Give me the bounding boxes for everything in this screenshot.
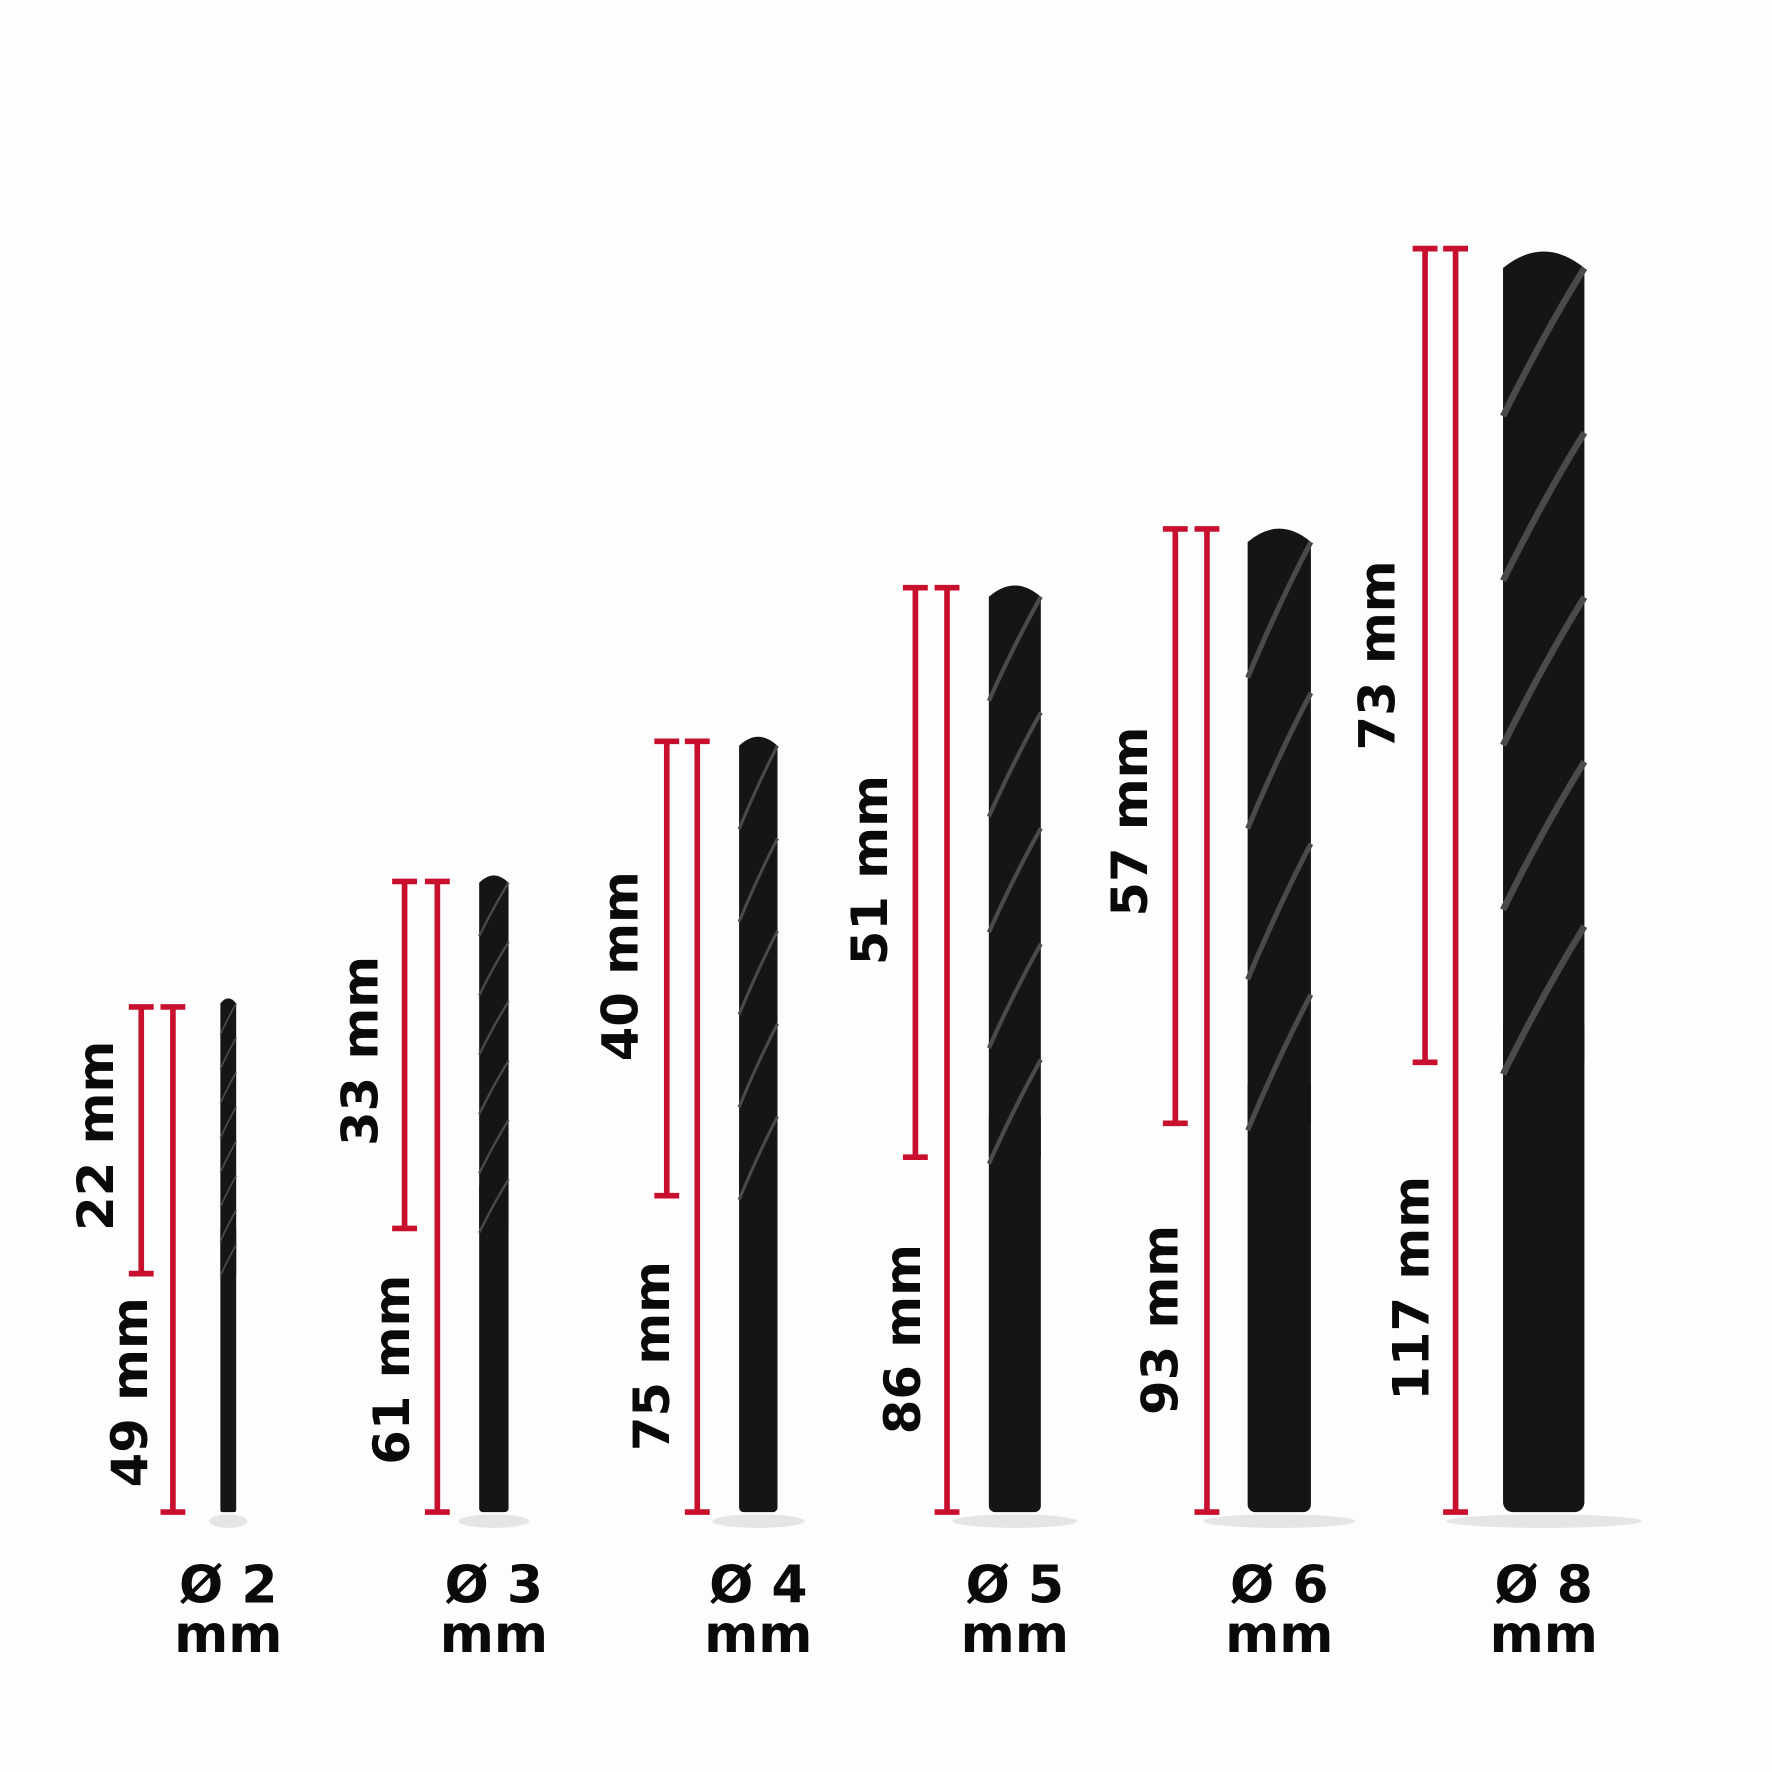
drill-flute-spiral (1245, 993, 1314, 1132)
drill-flute-body (1247, 528, 1311, 1124)
drill-flute-spiral (219, 1071, 237, 1104)
flute-length-label: 51 mm (841, 775, 899, 965)
diameter-label: Ø 4 (709, 1555, 807, 1615)
drill-flute-spiral (478, 1178, 510, 1234)
diameter-label: Ø 5 (966, 1555, 1064, 1615)
drill-flute-spiral (478, 882, 510, 937)
total-length-label: 61 mm (363, 1275, 421, 1465)
flute-length-label: 33 mm (331, 956, 389, 1146)
drill-flute-spiral (478, 1000, 510, 1056)
drill-flute-spiral (986, 942, 1043, 1049)
drill-flute-spiral (219, 1106, 237, 1139)
total-length-dimension (160, 1004, 186, 1515)
flute-length-dimension (654, 738, 680, 1199)
drill-flute-spiral (219, 1244, 237, 1277)
drill-flute-spiral (219, 1209, 237, 1242)
drill-flute-spiral (219, 1175, 237, 1208)
drill-bit-group-0: 22 mm 49 mm Ø 2mm (67, 998, 282, 1665)
drill-bit-group-3: 51 mm 86 mm Ø 5mm (841, 584, 1078, 1665)
drill-flute-spiral (1500, 595, 1588, 747)
drill-flute-body (479, 875, 509, 1229)
diameter-unit-label: mm (961, 1605, 1069, 1665)
drill-flute-spiral (1245, 842, 1314, 981)
flute-length-dimension (1162, 526, 1188, 1127)
total-length-label: 75 mm (623, 1261, 681, 1451)
drill-flute-spiral (1500, 266, 1588, 418)
drill-shank (739, 1150, 778, 1513)
total-length-dimension (424, 878, 450, 1515)
drill-shadow (458, 1514, 530, 1528)
diameter-label: Ø 2 (179, 1555, 277, 1615)
total-length-label: 93 mm (1132, 1225, 1190, 1415)
drill-flute-spiral (1500, 759, 1588, 912)
diameter-label: Ø 6 (1230, 1555, 1328, 1615)
diameter-unit-label: mm (704, 1605, 812, 1665)
total-length-label: 49 mm (101, 1297, 159, 1487)
drill-bit-group-2: 40 mm 75 mm Ø 4mm (591, 736, 812, 1665)
drill-flute-body (988, 585, 1041, 1158)
flute-length-label: 73 mm (1348, 560, 1406, 750)
drill-flute-spiral (737, 837, 779, 923)
total-length-dimension (1443, 245, 1469, 1515)
diameter-unit-label: mm (1490, 1605, 1598, 1665)
drill-flute-spiral (986, 827, 1043, 934)
diameter-label: Ø 8 (1495, 1555, 1593, 1615)
drill-flute-spiral (219, 1140, 237, 1173)
drill-flute-spiral (1245, 540, 1314, 679)
flute-length-dimension (392, 878, 418, 1232)
drill-flute-spiral (219, 1002, 237, 1035)
drill-flute-spiral (986, 711, 1043, 818)
drill-flute-spiral (478, 941, 510, 996)
drill-flute-body (1503, 251, 1585, 1063)
drill-flute-spiral (478, 1119, 510, 1174)
flute-length-dimension (1412, 245, 1438, 1066)
total-length-dimension (934, 584, 960, 1515)
drill-bit-group-5: 73 mm 117 mm Ø 8mm (1348, 245, 1642, 1665)
flute-length-dimension (902, 584, 928, 1161)
drill-flute-spiral (219, 1037, 237, 1070)
drill-flute-spiral (737, 745, 779, 830)
drill-flute-spiral (986, 1058, 1043, 1165)
drill-flute-spiral (986, 595, 1043, 702)
drill-shank (220, 1228, 237, 1513)
drill-flute-spiral (478, 1060, 510, 1115)
diameter-unit-label: mm (1225, 1605, 1333, 1665)
total-length-label: 86 mm (874, 1244, 932, 1434)
drill-flute-spiral (737, 930, 779, 1016)
drill-flute-spiral (1245, 691, 1314, 830)
flute-length-dimension (128, 1004, 154, 1277)
diameter-unit-label: mm (174, 1605, 282, 1665)
diameter-label: Ø 3 (445, 1555, 543, 1615)
drill-shank (1247, 1078, 1311, 1513)
flute-length-label: 40 mm (591, 871, 649, 1061)
flute-length-label: 57 mm (1101, 727, 1159, 917)
drill-flute-spiral (1500, 924, 1588, 1076)
drill-shadow (209, 1514, 248, 1528)
total-length-dimension (684, 738, 710, 1515)
drill-shadow (1203, 1514, 1356, 1528)
drill-flute-spiral (737, 1115, 779, 1201)
drill-shank (988, 1112, 1041, 1513)
drill-flute-spiral (1500, 430, 1588, 583)
total-length-label: 117 mm (1382, 1176, 1440, 1401)
drill-shank (479, 1183, 509, 1513)
drill-flute-spiral (737, 1023, 779, 1108)
drill-shadow (712, 1514, 805, 1528)
total-length-dimension (1194, 526, 1220, 1515)
drill-shadow (952, 1514, 1078, 1528)
drill-bit-group-1: 33 mm 61 mm Ø 3mm (331, 875, 548, 1665)
drill-shadow (1446, 1514, 1642, 1528)
drill-shank (1503, 1017, 1585, 1513)
drill-flute-body (220, 998, 237, 1274)
diameter-unit-label: mm (440, 1605, 548, 1665)
flute-length-label: 22 mm (67, 1041, 125, 1231)
drill-bit-group-4: 57 mm 93 mm Ø 6mm (1101, 526, 1356, 1665)
